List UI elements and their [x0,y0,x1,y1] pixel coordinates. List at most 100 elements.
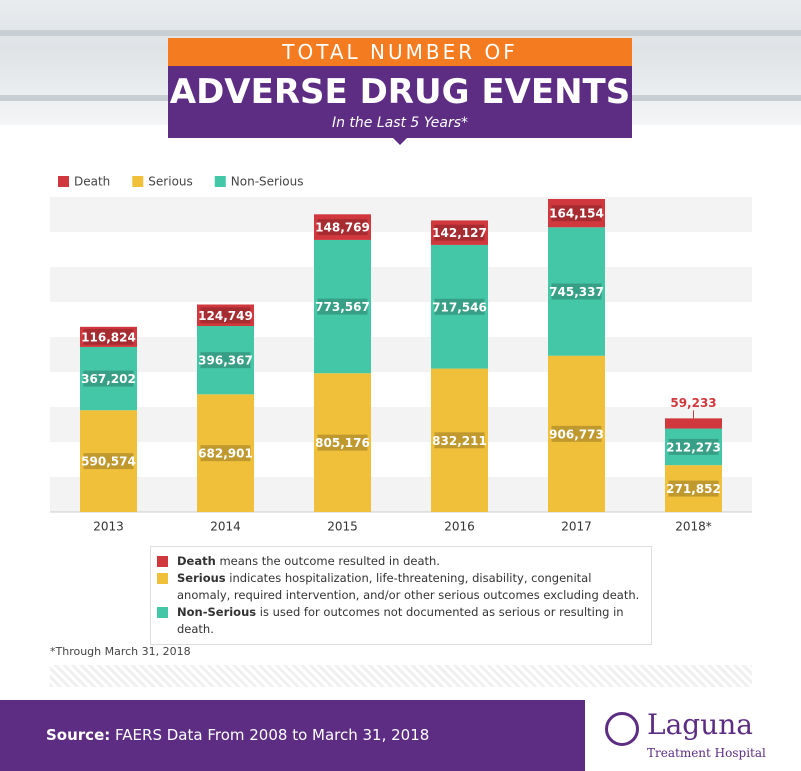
value-label-bg [668,480,719,497]
stripe [50,267,752,302]
value-label: 906,773 [549,427,604,441]
definition-swatch [157,607,168,618]
logo-subtitle: Treatment Hospital [647,746,766,760]
bar-segment [80,346,137,411]
stripe [50,477,752,512]
bar-segment [197,326,254,395]
value-label-bg [200,307,251,324]
definition: Death means the outcome resulted in deat… [157,553,645,570]
definitions: Death means the outcome resulted in deat… [150,546,652,645]
value-label: 682,901 [198,447,253,461]
legend-swatch [214,176,226,187]
source-text: FAERS Data From 2008 to March 31, 2018 [115,726,430,744]
definition-swatch [157,556,168,567]
value-label: 59,233 [670,396,716,410]
bar-segment [431,244,488,369]
value-label-bg [551,425,602,442]
value-label: 805,176 [315,436,370,450]
definition: Serious indicates hospitalization, life-… [157,570,645,604]
value-label: 142,127 [432,226,487,240]
x-tick-label: 2017 [561,520,592,534]
title-box: ADVERSE DRUG EVENTS In the Last 5 Years* [168,66,632,138]
shelf [0,30,801,36]
bar-segment [665,428,722,466]
value-label: 832,211 [432,434,487,448]
bar-segment [314,239,371,374]
definition-swatch [157,573,168,584]
bar-segment [548,355,605,512]
footer: Source: FAERS Data From 2008 to March 31… [0,700,585,771]
bar-segment [197,394,254,512]
x-tick-label: 2013 [93,520,124,534]
value-label: 717,546 [432,300,487,314]
bar-segment [665,465,722,512]
x-tick-label: 2018* [675,520,712,534]
value-label: 271,852 [666,482,721,496]
x-tick-label: 2016 [444,520,475,534]
bar-segment [314,214,371,240]
definition-text: indicates hospitalization, life-threaten… [177,571,640,602]
value-label-bg [317,219,368,236]
bar-segment [314,373,371,512]
definition-text: is used for outcomes not documented as s… [177,605,624,636]
definition-text: means the outcome resulted in death. [219,554,440,568]
title: ADVERSE DRUG EVENTS [169,72,631,112]
legend-swatch [58,176,69,187]
bar-segment [80,326,137,347]
value-label: 116,824 [81,330,136,344]
x-tick-label: 2014 [210,520,241,534]
footnote: *Through March 31, 2018 [50,645,191,658]
value-label: 124,749 [198,309,253,323]
value-label-bg [551,205,602,222]
bar-segment [197,304,254,327]
legend-swatch [132,176,144,187]
bar-segment [548,227,605,356]
logo: Laguna Treatment Hospital [605,708,795,768]
legend-label: Serious [148,175,192,189]
logo-mark [605,712,639,746]
definition-term: Non-Serious [177,605,257,619]
logo-name: Laguna [647,708,753,741]
value-label: 212,273 [666,440,721,454]
value-label-bg [83,370,134,387]
value-label-bg [668,438,719,455]
value-label: 745,337 [549,285,604,299]
value-label-bg [551,283,602,300]
definition: Non-Serious is used for outcomes not doc… [157,604,645,638]
bar-segment [548,199,605,228]
definition-term: Serious [177,571,226,585]
value-label: 773,567 [315,300,370,314]
value-label-bg [83,328,134,345]
value-label-bg [200,445,251,462]
x-tick-label: 2015 [327,520,358,534]
value-label: 148,769 [315,221,370,235]
stripe [50,407,752,442]
value-label-bg [83,453,134,470]
value-label-bg [434,224,485,241]
bar-segment [665,418,722,429]
value-label: 590,574 [81,455,136,469]
value-label-bg [317,434,368,451]
stripe [50,197,752,232]
value-label-bg [200,352,251,369]
value-label-bg [434,432,485,449]
value-label: 396,367 [198,354,253,368]
bar-segment [431,368,488,512]
bar-segment [431,220,488,245]
legend-label: Non-Serious [231,175,304,189]
hatch-band [50,665,752,687]
bar-segment [80,410,137,512]
definition-term: Death [177,554,216,568]
legend-label: Death [74,175,110,189]
stripe [50,337,752,372]
kicker: TOTAL NUMBER OF [168,38,632,66]
value-label-bg [317,298,368,315]
title-notch [392,137,408,145]
value-label: 164,154 [549,207,604,221]
value-label-bg [434,298,485,315]
chart: Death Serious Non-Serious 2013 590,574 367,20… [50,175,752,534]
value-label: 367,202 [81,372,136,386]
source-label: Source: [46,726,111,744]
subtitle: In the Last 5 Years* [331,115,469,131]
